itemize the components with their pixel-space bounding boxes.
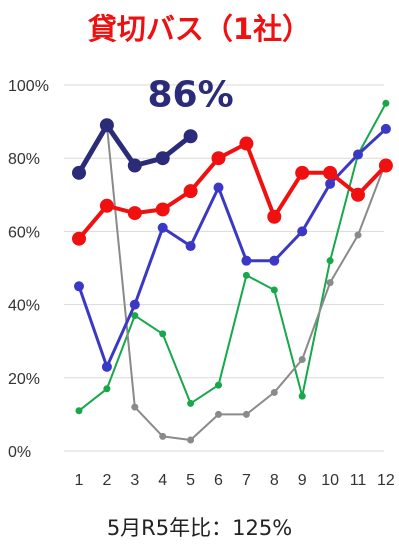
data-point bbox=[298, 356, 306, 363]
data-point bbox=[103, 385, 111, 393]
data-point bbox=[187, 436, 195, 444]
data-point bbox=[183, 184, 198, 199]
data-point bbox=[155, 151, 170, 166]
data-point bbox=[269, 255, 280, 266]
data-point bbox=[380, 123, 391, 134]
y-tick-label: 100% bbox=[8, 78, 49, 95]
data-point bbox=[295, 165, 310, 180]
y-tick-label: 60% bbox=[8, 224, 40, 241]
x-tick-label: 6 bbox=[214, 472, 223, 489]
data-point bbox=[159, 330, 167, 338]
data-point bbox=[157, 222, 168, 233]
data-point bbox=[131, 403, 139, 411]
data-point bbox=[297, 226, 308, 237]
data-point bbox=[354, 231, 362, 239]
data-point bbox=[131, 312, 139, 320]
x-tick-label: 11 bbox=[350, 472, 367, 489]
data-point bbox=[159, 432, 167, 440]
data-point bbox=[127, 158, 142, 173]
data-point bbox=[242, 271, 250, 279]
x-tick-label: 5 bbox=[186, 472, 195, 489]
data-point bbox=[215, 381, 222, 389]
x-tick-label: 12 bbox=[377, 472, 395, 489]
data-point bbox=[241, 255, 252, 266]
data-point bbox=[298, 392, 306, 400]
x-tick-label: 1 bbox=[75, 472, 84, 489]
data-point bbox=[72, 231, 86, 246]
data-point bbox=[129, 299, 140, 310]
data-point bbox=[378, 158, 393, 173]
data-point bbox=[353, 149, 363, 160]
y-tick-label: 0% bbox=[8, 444, 31, 461]
x-tick-label: 3 bbox=[130, 472, 139, 489]
data-point bbox=[326, 257, 334, 265]
x-tick-label: 4 bbox=[158, 472, 167, 489]
data-point bbox=[270, 388, 278, 396]
data-point bbox=[270, 286, 278, 294]
x-tick-label: 8 bbox=[270, 472, 279, 489]
yoy-footer: 5月R5年比：125% bbox=[106, 516, 293, 540]
data-point bbox=[242, 410, 250, 418]
data-point bbox=[267, 209, 282, 224]
data-point bbox=[326, 279, 334, 287]
x-tick-label: 9 bbox=[298, 472, 307, 489]
value-annotation: 86% bbox=[148, 74, 234, 115]
data-point bbox=[323, 165, 338, 180]
data-point bbox=[99, 118, 114, 133]
data-point bbox=[215, 410, 222, 418]
data-point bbox=[213, 182, 224, 193]
y-tick-label: 80% bbox=[8, 151, 40, 168]
series-line-2 bbox=[105, 125, 387, 441]
data-point bbox=[155, 202, 170, 217]
data-point bbox=[211, 151, 226, 166]
data-point bbox=[187, 399, 195, 407]
data-point bbox=[325, 178, 336, 189]
data-point bbox=[382, 99, 390, 107]
data-point bbox=[183, 129, 198, 144]
x-tick-label: 2 bbox=[102, 472, 111, 489]
data-point bbox=[351, 187, 365, 202]
data-point bbox=[185, 241, 196, 252]
data-point bbox=[74, 281, 84, 292]
data-point bbox=[72, 165, 86, 180]
data-point bbox=[75, 407, 83, 415]
chart-title: 貸切バス（1社） bbox=[87, 12, 312, 46]
data-point bbox=[239, 136, 254, 151]
data-point bbox=[99, 198, 114, 213]
data-point bbox=[101, 361, 112, 372]
series-line-1 bbox=[78, 102, 387, 412]
data-point bbox=[127, 206, 142, 221]
y-tick-label: 40% bbox=[8, 298, 40, 315]
x-tick-label: 7 bbox=[242, 472, 251, 489]
y-tick-label: 20% bbox=[8, 371, 40, 388]
x-tick-label: 10 bbox=[321, 472, 339, 489]
